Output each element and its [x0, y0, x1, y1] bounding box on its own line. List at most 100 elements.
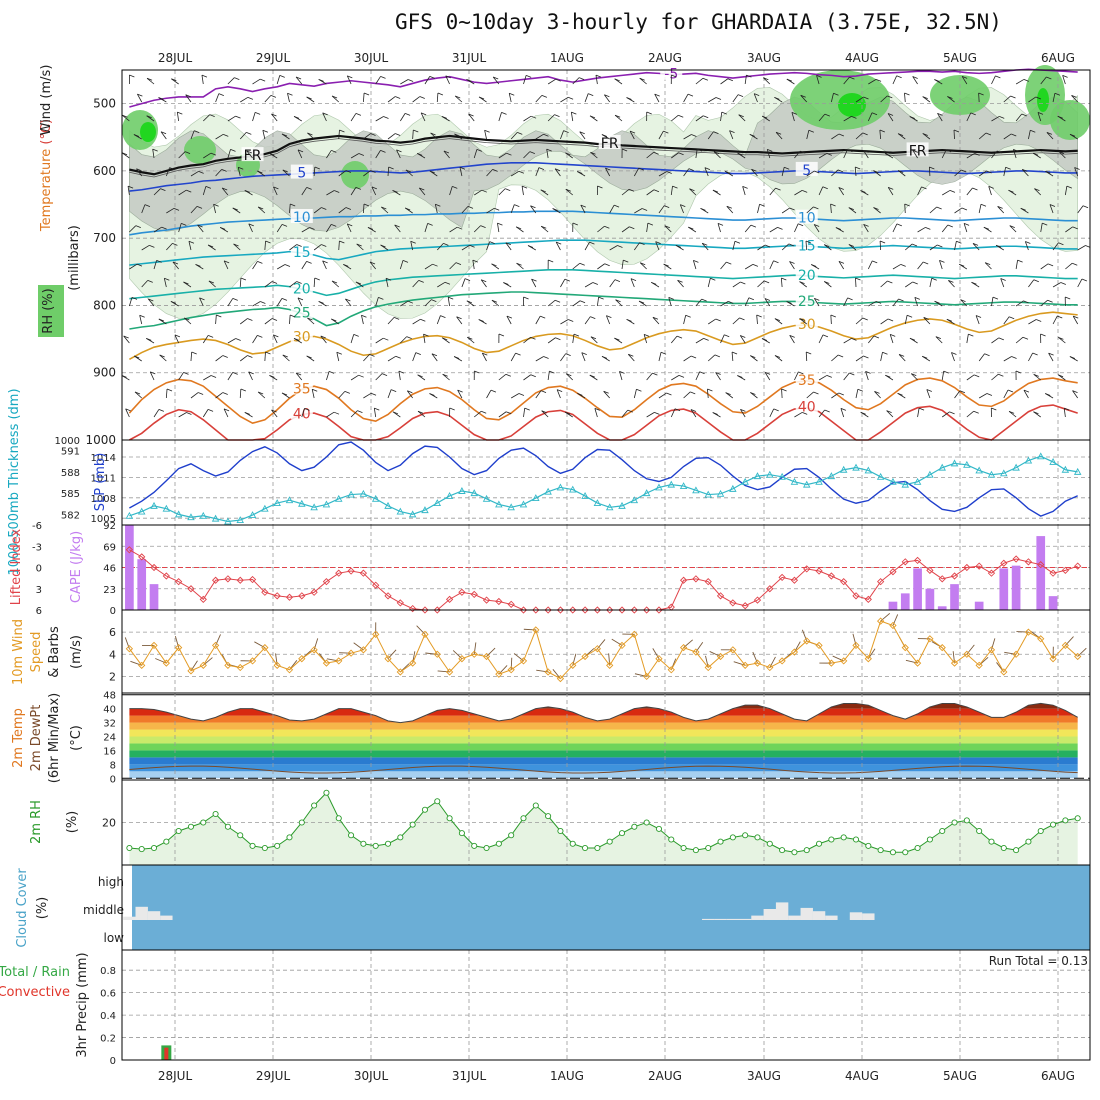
- wind10m-line-point: [987, 646, 996, 654]
- wind-barb-flag: [491, 263, 497, 267]
- wind-barb-flag: [306, 261, 312, 264]
- wind-barb-flag: [947, 224, 953, 228]
- wind-barb: [794, 412, 803, 418]
- wind-barb: [794, 190, 803, 196]
- wind-barb: [695, 338, 704, 344]
- wind-barb-flag: [855, 166, 861, 170]
- wind-barb-flag: [972, 243, 979, 246]
- wind-barb-flag: [926, 389, 932, 392]
- wind-barb-flag: [996, 150, 1003, 154]
- wind-barb: [239, 355, 248, 362]
- legend-total-rain: Total / Rain: [0, 965, 70, 980]
- wind-barb-flag: [321, 207, 327, 210]
- li-line-point: [926, 566, 934, 574]
- wind-barb-flag: [767, 148, 773, 152]
- wind-barb-flag: [675, 244, 682, 248]
- wind-barb-flag: [160, 131, 167, 135]
- wind-barb-flag: [948, 280, 954, 283]
- wind-barb-flag: [592, 282, 598, 285]
- wind-barb-flag: [863, 96, 869, 100]
- cape-bar: [1036, 536, 1046, 610]
- wind-barb-flag: [1023, 389, 1030, 393]
- wind-barb-flag: [980, 203, 987, 207]
- wind-barb: [855, 389, 859, 399]
- li-line-point: [470, 590, 478, 599]
- wind-barb: [350, 113, 357, 122]
- wind-barb: [954, 390, 961, 399]
- wind-barb: [215, 133, 224, 140]
- wind-barb: [385, 278, 389, 288]
- li-line-point: [125, 546, 134, 554]
- wind-barb: [436, 243, 444, 251]
- wind10m-line-point: [864, 655, 872, 663]
- wind-barb-flag: [435, 203, 441, 207]
- li-line-point: [655, 606, 663, 614]
- y-tick-label-slp: 1005: [91, 514, 116, 525]
- temp-band: [129, 750, 1078, 758]
- wind-barb: [1040, 223, 1043, 233]
- wind-barb: [744, 264, 754, 270]
- wind-barb: [252, 112, 256, 122]
- wind-barb-flag: [565, 152, 571, 156]
- isotherm-label: 25: [798, 294, 816, 310]
- wind-barb: [917, 261, 924, 270]
- y-tick-label-thickness: 588: [61, 468, 80, 479]
- wind-barb: [556, 389, 561, 399]
- wind-barb-flag: [997, 206, 1003, 209]
- wind-barb-flag: [440, 315, 446, 318]
- wind-barb: [954, 207, 963, 214]
- wind-barb: [664, 225, 672, 233]
- wind-barb-flag: [623, 259, 629, 263]
- y-tick-label-li: -3: [32, 542, 42, 553]
- wind-barb: [634, 208, 643, 214]
- wind-barb: [978, 353, 985, 362]
- wind-barb: [689, 188, 697, 196]
- wind-barb-flag: [590, 316, 596, 320]
- li-line-point: [630, 606, 638, 614]
- wind-barb-flag: [406, 336, 412, 340]
- wind-barb: [350, 187, 357, 196]
- wind-barb-flag: [548, 259, 554, 263]
- wind-barb-flag: [929, 166, 935, 170]
- wind-barb-flag: [493, 76, 499, 80]
- wind-barb-flag: [788, 243, 794, 247]
- wind-barb-flag: [478, 96, 485, 100]
- wind-barb: [361, 315, 364, 325]
- wind-barb: [953, 129, 955, 140]
- wind-barb: [1028, 279, 1035, 288]
- wind-barb: [336, 352, 340, 362]
- thickness-line-point: [347, 490, 355, 498]
- ylabel-precip: 3hr Precip (mm): [75, 952, 90, 1057]
- wind-barb-flag: [336, 351, 342, 355]
- rh2m-line-point: [852, 836, 860, 843]
- wind-barb: [215, 355, 224, 362]
- thickness-line-point: [766, 470, 774, 478]
- wind-barb-flag: [998, 373, 1004, 377]
- wind-barb-flag: [700, 207, 706, 211]
- wind-barb: [472, 260, 475, 270]
- wind-barb: [1015, 79, 1025, 85]
- wind-barb-flag: [478, 319, 484, 322]
- wind-barb-flag: [480, 225, 486, 229]
- wind-barb: [560, 278, 566, 288]
- wind-barb-flag: [410, 240, 416, 244]
- wind-barb: [239, 388, 242, 399]
- wind-barb: [701, 243, 709, 251]
- ylabel-wind10m: 10m Wind: [11, 619, 26, 685]
- wind-barb-flag: [417, 410, 424, 414]
- thickness-line: [129, 455, 1078, 523]
- wind-barb-flag: [580, 204, 586, 208]
- wind-barb: [1040, 299, 1048, 307]
- wind-barb-flag: [1010, 95, 1016, 99]
- wind-barb-flag: [505, 242, 511, 246]
- wind-barb: [690, 409, 697, 418]
- wind-barb-flag: [614, 114, 621, 118]
- li-line-point: [261, 588, 269, 596]
- wind-barb-flag: [727, 78, 733, 82]
- wind-barb-flag: [961, 75, 968, 79]
- wind-barb-flag: [431, 353, 438, 357]
- wind-barb-flag: [466, 79, 472, 82]
- li-line-point: [482, 596, 491, 604]
- thickness-line-point: [408, 510, 417, 518]
- isotherm-label-bg: [795, 266, 818, 281]
